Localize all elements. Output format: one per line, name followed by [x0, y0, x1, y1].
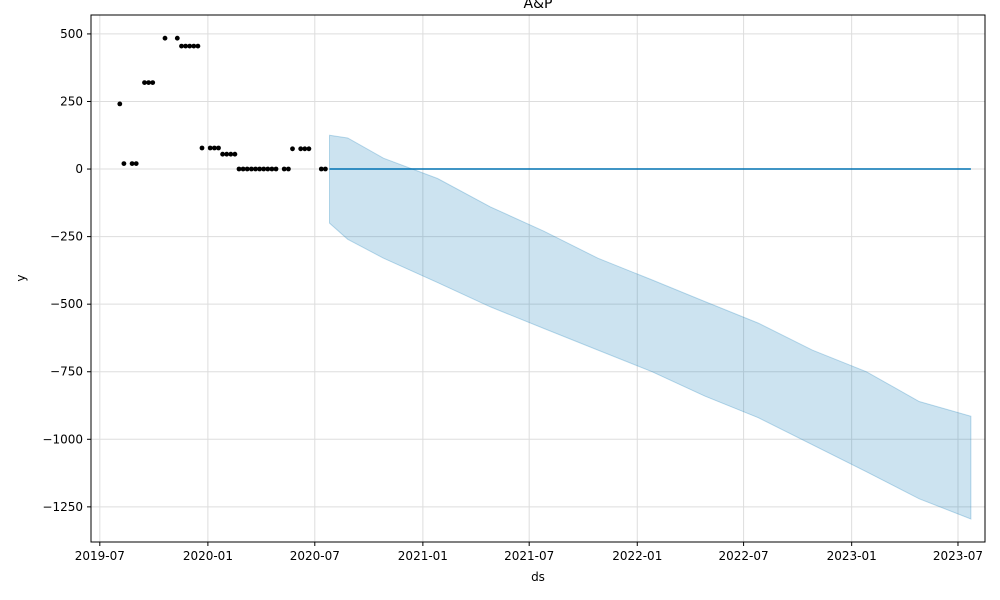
actual-data-point [162, 35, 168, 41]
x-tick-label: 2021-07 [504, 549, 554, 563]
actual-data-point [121, 161, 127, 167]
y-tick-label: −250 [50, 230, 83, 244]
actual-data-point [129, 161, 135, 167]
y-tick-label: −1250 [42, 500, 83, 514]
plot-frame [90, 14, 986, 543]
actual-data-point [273, 166, 279, 172]
x-axis-ticks: 2019-07 2020-01 2020-07 2021-01 2021-07 2022-… [75, 542, 983, 563]
actual-data-point [249, 166, 254, 172]
y-tick-label: −500 [50, 297, 83, 311]
actual-data-point [174, 35, 180, 41]
actual-data-point [187, 43, 193, 49]
y-tick-label: −750 [50, 365, 83, 379]
uncertainty-band [329, 134, 972, 520]
y-tick-label: −1000 [42, 432, 83, 446]
uncertainty-band-layer [329, 134, 972, 520]
actual-data-point [220, 151, 226, 157]
x-tick-label: 2021-01 [398, 549, 448, 563]
actual-data-point [191, 43, 197, 49]
actual-data-point [323, 166, 328, 172]
actual-data-point [133, 161, 139, 167]
x-tick-label: 2023-01 [827, 549, 877, 563]
actual-data-point [253, 166, 258, 172]
x-tick-label: 2019-07 [75, 549, 125, 563]
actual-data-point [117, 101, 123, 107]
actual-data-point [257, 166, 262, 172]
y-axis-label: y [14, 274, 28, 281]
x-tick-label: 2023-07 [933, 549, 983, 563]
actual-data-point [306, 146, 312, 152]
x-tick-label: 2020-01 [183, 549, 233, 563]
actual-data-point [286, 166, 291, 172]
x-tick-label: 2020-07 [290, 549, 340, 563]
actual-data-point [216, 145, 221, 151]
actual-data-point [244, 166, 250, 172]
actual-data-point [199, 145, 205, 151]
actual-data-point [281, 166, 287, 172]
actual-data-point [195, 43, 201, 49]
y-tick-label: 0 [75, 162, 83, 176]
actual-data-point [290, 146, 295, 152]
x-tick-label: 2022-01 [612, 549, 662, 563]
actual-data-point [179, 43, 184, 49]
actual-data-point [207, 145, 213, 151]
actual-points-layer [117, 35, 328, 172]
actual-data-point [318, 166, 324, 172]
actual-data-point [146, 80, 152, 85]
actual-data-point [142, 80, 147, 85]
actual-data-point [302, 146, 308, 152]
actual-data-point [236, 166, 242, 172]
x-tick-label: 2022-07 [719, 549, 769, 563]
y-tick-label: 500 [60, 27, 83, 41]
actual-data-point [261, 166, 267, 172]
actual-data-point [228, 151, 234, 157]
y-axis-ticks: 500 250 0 −250 −500 −750 −1000 −1250 [42, 27, 91, 514]
actual-data-point [150, 80, 156, 85]
actual-data-point [224, 151, 230, 157]
actual-data-point [269, 166, 275, 172]
actual-data-point [265, 166, 271, 172]
y-tick-label: 250 [60, 94, 83, 108]
actual-data-point [232, 151, 238, 157]
chart-title: A&P [524, 0, 553, 12]
x-axis-label: ds [531, 570, 545, 584]
actual-data-point [298, 146, 304, 152]
actual-data-point [183, 43, 189, 49]
actual-data-point [212, 145, 217, 151]
actual-data-point [240, 166, 246, 172]
